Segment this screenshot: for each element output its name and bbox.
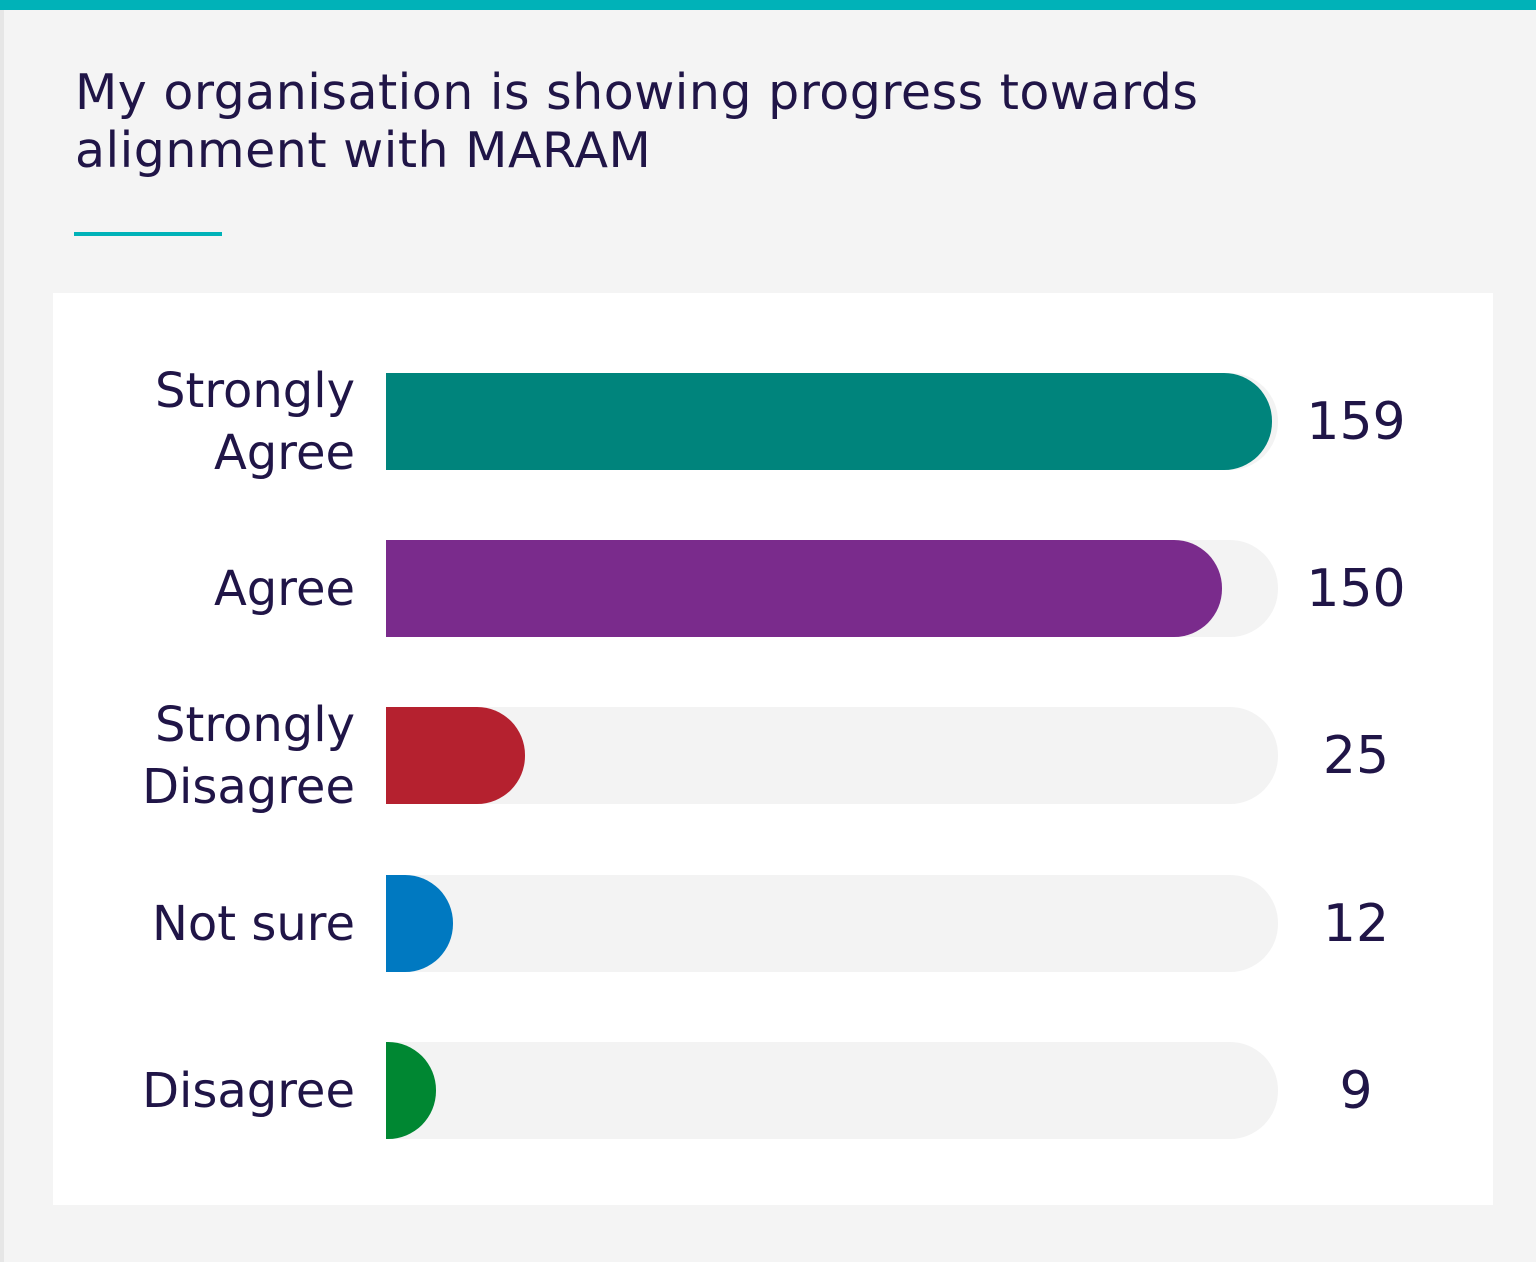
data-label: 25 (1322, 725, 1390, 786)
category-label: Strongly Agree (155, 362, 355, 481)
chart-panel: Strongly Agree 159 Agree 150 Strongly Disagr… (53, 293, 1493, 1205)
bar (386, 373, 1273, 470)
chart-title: My organisation is showing progress towa… (75, 64, 1199, 179)
bar (386, 707, 526, 804)
bar-row: Agree 150 (53, 540, 1493, 637)
category-label: Strongly Disagree (142, 696, 355, 815)
bar-track (386, 707, 1278, 804)
title-underline (74, 232, 222, 236)
bar-row: Disagree 9 (53, 1042, 1493, 1139)
data-label: 9 (1339, 1060, 1373, 1121)
category-label: Agree (213, 560, 355, 617)
bar-row: Not sure 12 (53, 875, 1493, 972)
bar (386, 540, 1223, 637)
category-label: Disagree (142, 1062, 355, 1119)
bar-track (386, 1042, 1278, 1139)
bar-track (386, 875, 1278, 972)
data-label: 159 (1306, 391, 1406, 452)
data-label: 150 (1306, 558, 1406, 619)
data-label: 12 (1322, 893, 1390, 954)
left-edge (0, 10, 4, 1262)
bar-row: Strongly Agree 159 (53, 362, 1493, 481)
top-accent-bar (0, 0, 1536, 10)
bar-row: Strongly Disagree 25 (53, 696, 1493, 815)
category-label: Not sure (152, 895, 355, 952)
